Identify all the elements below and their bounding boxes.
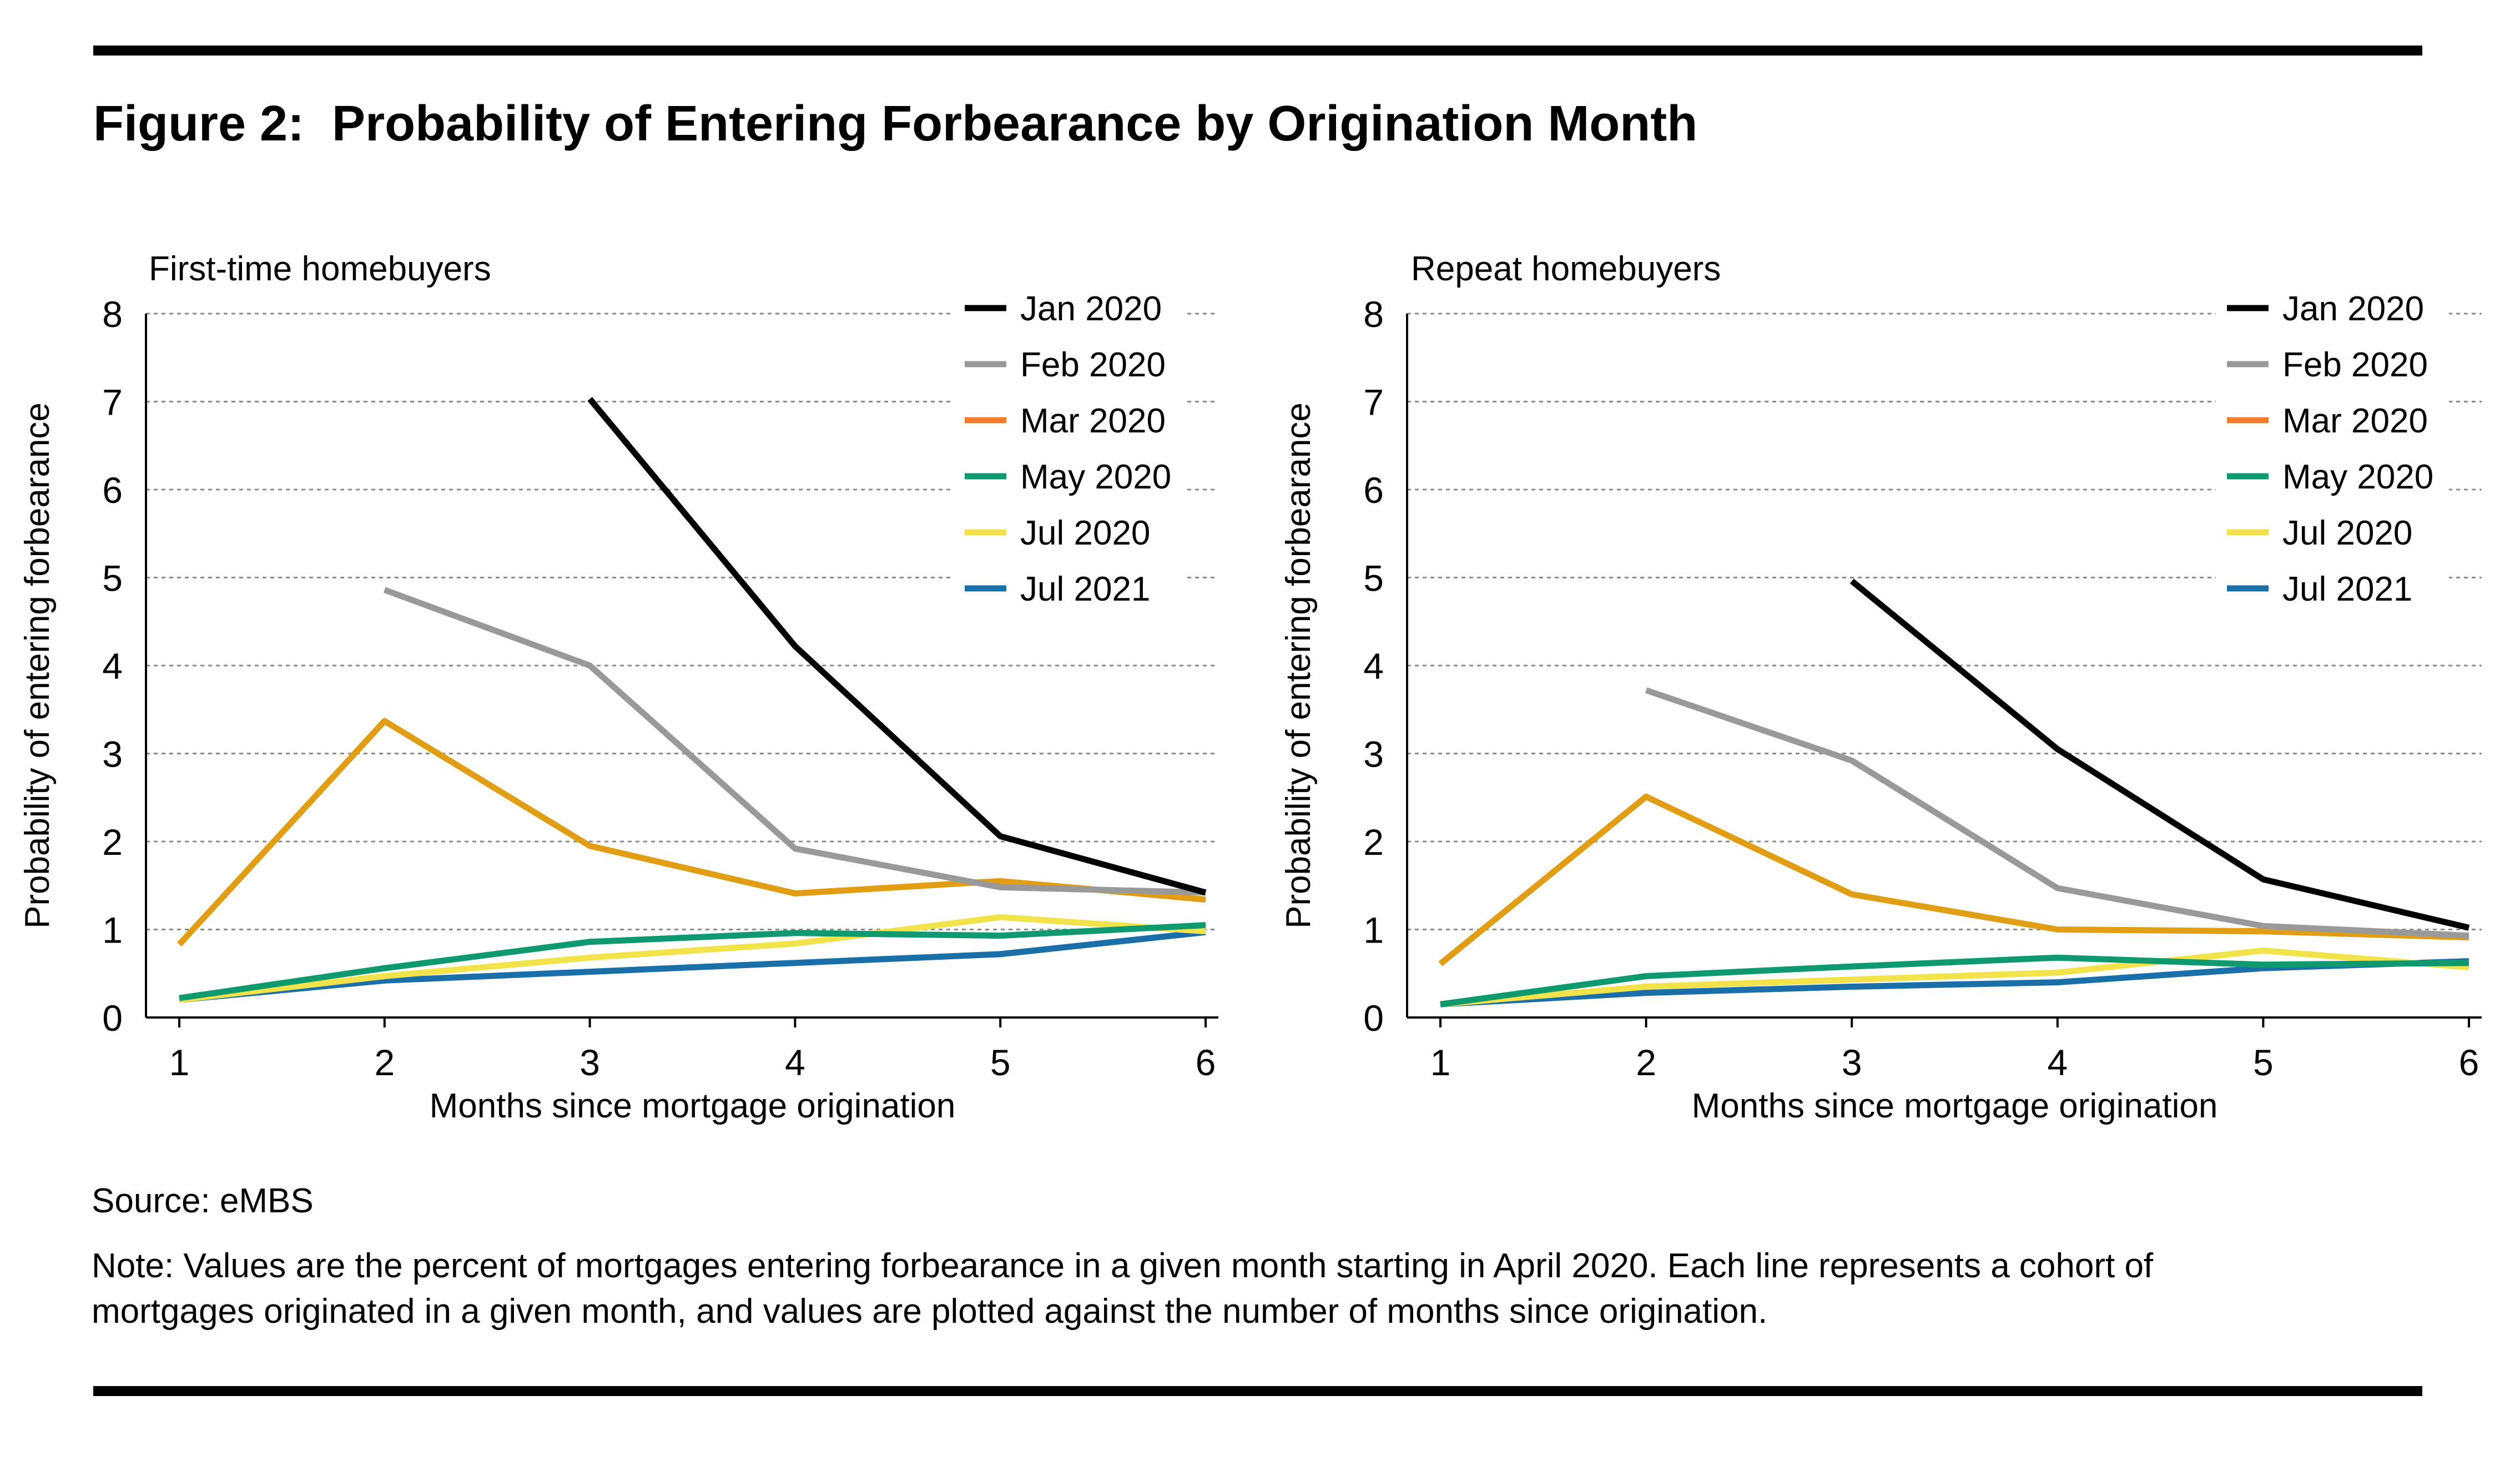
panel1-x-tick-label: 4: [785, 1042, 805, 1083]
panel2-y-axis-label: Probability of entering forbearance: [1279, 402, 1318, 929]
panel2-x-tick-label: 3: [1842, 1042, 1862, 1083]
panel1-legend-label: Feb 2020: [1020, 346, 1166, 384]
panel2-legend-label: Jul 2021: [2282, 570, 2412, 608]
panel1-x-tick-label: 1: [169, 1042, 190, 1083]
panel2-legend-label: May 2020: [2282, 458, 2433, 496]
panel2-y-tick-label: 2: [1363, 822, 1384, 863]
panel2-y-tick-label: 7: [1363, 382, 1384, 423]
panel1-y-tick-label: 5: [102, 558, 123, 599]
source-note: Source: eMBS: [92, 1182, 314, 1220]
panel1-y-tick-label: 3: [102, 734, 123, 775]
panel2-y-tick-label: 8: [1363, 294, 1384, 335]
panel1-y-tick-label: 6: [102, 470, 123, 511]
panel2-x-tick-label: 6: [2459, 1042, 2479, 1083]
panel2-y-tick-label: 4: [1363, 646, 1384, 687]
panel1-legend-background: [954, 280, 1187, 622]
panel1-x-axis-label: Months since mortgage origination: [430, 1087, 956, 1125]
panel1-legend-label: Jan 2020: [1020, 290, 1162, 328]
panel1-y-tick-label: 1: [102, 910, 123, 951]
bottom-rule: [93, 1386, 2422, 1396]
panel2-series-line-mar-2020: [1438, 793, 2469, 966]
panel2-series-line-jul-2020: [1440, 948, 2469, 1007]
panel2-panel-title: Repeat homebuyers: [1411, 250, 1721, 288]
panel2-legend-label: Jul 2020: [2282, 514, 2412, 552]
panel1-x-tick-label: 6: [1196, 1042, 1216, 1083]
panel2-x-tick-label: 1: [1430, 1042, 1451, 1083]
panel2-x-tick-label: 4: [2047, 1042, 2068, 1083]
panel1-series-line-mar-2020: [177, 718, 1206, 947]
panel1-series-line-may-2020: [179, 922, 1206, 1001]
panel2-x-axis-label: Months since mortgage origination: [1692, 1087, 2218, 1125]
panel1-x-tick-label: 5: [990, 1042, 1011, 1083]
panel2-x-tick-label: 5: [2253, 1042, 2274, 1083]
panel2-y-tick-label: 3: [1363, 734, 1384, 775]
panel1-series-line-jul-2021: [179, 929, 1206, 1003]
panel1-x-tick-label: 3: [579, 1042, 600, 1083]
panel1-y-axis-label: Probability of entering forbearance: [18, 402, 57, 929]
panel1-series-line-jan-2020: [587, 397, 1207, 896]
panel1-series-line-feb-2020: [383, 587, 1206, 896]
note-line-1: Note: Values are the percent of mortgage…: [92, 1247, 2154, 1285]
panel2-legend-label: Feb 2020: [2282, 346, 2428, 384]
panel1-y-tick-label: 0: [102, 997, 123, 1039]
panel1-y-tick-label: 8: [102, 294, 123, 335]
panel2-y-tick-label: 6: [1363, 470, 1384, 511]
panel1-legend-label: Jul 2021: [1020, 570, 1150, 608]
panel1-panel-title: First-time homebuyers: [149, 250, 491, 288]
note-line-2: mortgages originated in a given month, a…: [92, 1292, 1768, 1331]
panel2-y-tick-label: 1: [1363, 910, 1384, 951]
panel1-x-tick-label: 2: [374, 1042, 395, 1083]
panel1-legend-label: Mar 2020: [1020, 402, 1166, 440]
panel2-legend-label: Jan 2020: [2282, 290, 2424, 328]
top-rule: [93, 46, 2422, 56]
panel2-y-tick-label: 5: [1363, 558, 1384, 599]
panel2-series-line-feb-2020: [1645, 687, 2469, 939]
panel1-legend-label: May 2020: [1020, 458, 1171, 496]
panel1-legend-label: Jul 2020: [1020, 514, 1150, 552]
panel1-y-tick-label: 7: [102, 382, 123, 423]
figure-note: Note: Values are the percent of mortgage…: [92, 1243, 2423, 1334]
panel1-y-tick-label: 4: [102, 646, 123, 687]
panel2-legend-label: Mar 2020: [2282, 402, 2428, 440]
panel1-y-tick-label: 2: [102, 822, 123, 863]
panel1-series-line-jul-2020: [179, 914, 1206, 1003]
figure-title: Figure 2: Probability of Entering Forbea…: [93, 96, 1698, 152]
panel2-series-line-may-2020: [1440, 954, 2469, 1007]
panel2-y-tick-label: 0: [1363, 997, 1384, 1039]
panel2-x-tick-label: 2: [1636, 1042, 1656, 1083]
panel2-series-line-jan-2020: [1849, 578, 2470, 931]
panel2-legend-background: [2216, 280, 2449, 622]
